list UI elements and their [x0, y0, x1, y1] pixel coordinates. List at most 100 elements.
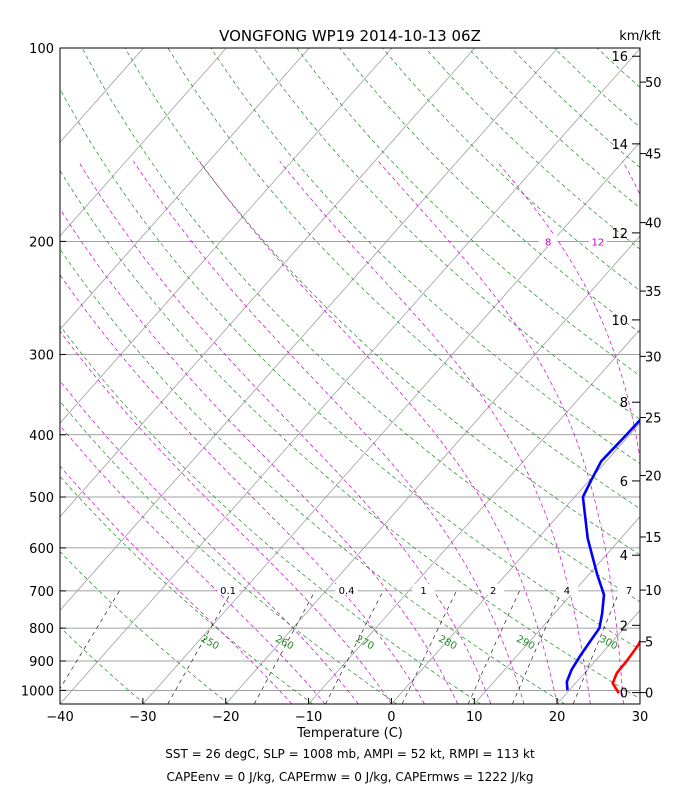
dry-adiabat-line [60, 551, 229, 704]
footer-line-1: SST = 26 degC, SLP = 1008 mb, AMPI = 52 … [165, 747, 535, 761]
pressure-tick-label: 900 [29, 655, 54, 670]
kft-tick-label: 20 [645, 470, 662, 485]
mixing-ratio-line [401, 590, 457, 704]
moist-adiabat-line [60, 208, 459, 704]
pressure-tick-label: 300 [29, 348, 54, 363]
moist-adiabat-label-bg [651, 235, 669, 246]
pressure-tick-label: 500 [29, 491, 54, 506]
moist-adiabat-label: 12 [591, 237, 604, 248]
kft-tick-label: 5 [645, 636, 653, 651]
km-tick-label: 14 [611, 138, 628, 153]
dry-adiabat-label: 260 [273, 634, 295, 653]
mixing-ratio-label-bg [217, 583, 240, 595]
dry-adiabat-line [81, 48, 640, 603]
kft-tick-label: 30 [645, 350, 662, 365]
isotherm-line [60, 48, 310, 331]
pressure-tick-label: 400 [29, 429, 54, 444]
mixing-ratio-line [572, 590, 620, 704]
mixing-ratio-line [325, 590, 384, 704]
dry-adiabat-line [468, 48, 640, 209]
mixing-ratio-label-bg [335, 583, 358, 595]
kft-tick-label: 50 [645, 76, 662, 91]
km-tick-label: 12 [611, 227, 628, 242]
pressure-tick-label: 200 [29, 235, 54, 250]
moist-adiabat-line [60, 380, 359, 704]
kft-tick-label: 10 [645, 584, 662, 599]
mixing-ratio-label: 4 [564, 586, 570, 597]
mixing-ratio-line [167, 590, 233, 704]
temperature-tick-label: −20 [212, 710, 239, 725]
dry-adiabat-line [60, 400, 397, 704]
dry-adiabat-line [683, 48, 700, 704]
dry-adiabat-line [639, 48, 640, 49]
moist-adiabat-line [496, 160, 640, 461]
isotherm-line [60, 48, 61, 50]
isotherm-line [225, 235, 640, 704]
dewpoint-line [565, 418, 640, 691]
isotherm-line [391, 422, 640, 704]
km-tick-label: 16 [611, 50, 628, 65]
moist-adiabat-label-bg [539, 235, 558, 247]
moist-adiabat-label-bg [588, 235, 607, 247]
isotherm-line [556, 609, 640, 704]
mixing-ratio-line [60, 590, 120, 690]
temperature-tick-label: 0 [387, 710, 395, 725]
kft-tick-label: 35 [645, 285, 662, 300]
dry-adiabat-line [124, 48, 640, 556]
isotherm-line [60, 48, 393, 424]
isotherm-line [60, 48, 558, 611]
profile-lines [565, 418, 640, 694]
dry-adiabat-line [60, 702, 61, 704]
moist-adiabat-line [60, 330, 392, 704]
temperature-tick-label: −40 [46, 710, 73, 725]
temperature-tick-label: 30 [632, 710, 649, 725]
kft-tick-label: 15 [645, 531, 662, 546]
isotherm-line [639, 703, 640, 704]
isotherm-line [142, 141, 640, 704]
mixing-ratio-label: 0.4 [339, 586, 355, 597]
mixing-ratio-label: 0.1 [220, 586, 236, 597]
dry-adiabat-label: 250 [199, 634, 221, 653]
dry-adiabat-line [382, 48, 640, 292]
pressure-tick-label: 100 [29, 42, 54, 57]
dry-adiabat-label: 290 [514, 634, 536, 653]
km-tick-label: 6 [620, 475, 628, 490]
temperature-tick-label: −30 [129, 710, 156, 725]
temperature-line [611, 639, 640, 694]
moist-adiabat-line [133, 160, 525, 704]
isotherm-line [474, 516, 640, 704]
pressure-tick-label: 700 [29, 585, 54, 600]
temperature-tick-label: 10 [466, 710, 483, 725]
pressure-tick-label: 600 [29, 542, 54, 557]
footer-line-2: CAPEenv = 0 J/kg, CAPErmw = 0 J/kg, CAPE… [166, 770, 533, 784]
right-axis-label: km/kft [619, 29, 661, 44]
mixing-ratio-label: 1 [420, 586, 426, 597]
mixing-ratio-line [254, 590, 316, 704]
moist-adiabat-label: 8 [545, 237, 551, 248]
mixing-ratio-label: 10 [666, 586, 679, 597]
moist-adiabat-line [199, 160, 558, 704]
background-grid [60, 48, 700, 704]
pressure-tick-label: 1000 [21, 684, 54, 699]
x-axis-label: Temperature (C) [296, 726, 403, 741]
isotherm-line [308, 328, 640, 704]
pressure-tick-label: 800 [29, 622, 54, 637]
km-tick-label: 8 [620, 396, 628, 411]
dry-adiabat-line [60, 248, 565, 704]
km-tick-label: 4 [620, 549, 628, 564]
moist-adiabat-line [378, 160, 624, 704]
moist-adiabat-line [78, 160, 492, 704]
mixing-ratio-label-bg [482, 583, 505, 595]
dry-adiabat-line [60, 325, 481, 704]
dry-adiabat-line [60, 626, 145, 704]
mixing-ratio-label-bg [618, 583, 640, 595]
dry-adiabat-label: 300 [597, 634, 619, 653]
isotherm-line [60, 48, 227, 237]
moist-adiabat-line [622, 160, 640, 196]
isotherm-line [60, 48, 476, 518]
isotherm-line [60, 48, 640, 704]
plot-frame [59, 47, 641, 705]
moist-adiabat-line [279, 160, 591, 704]
